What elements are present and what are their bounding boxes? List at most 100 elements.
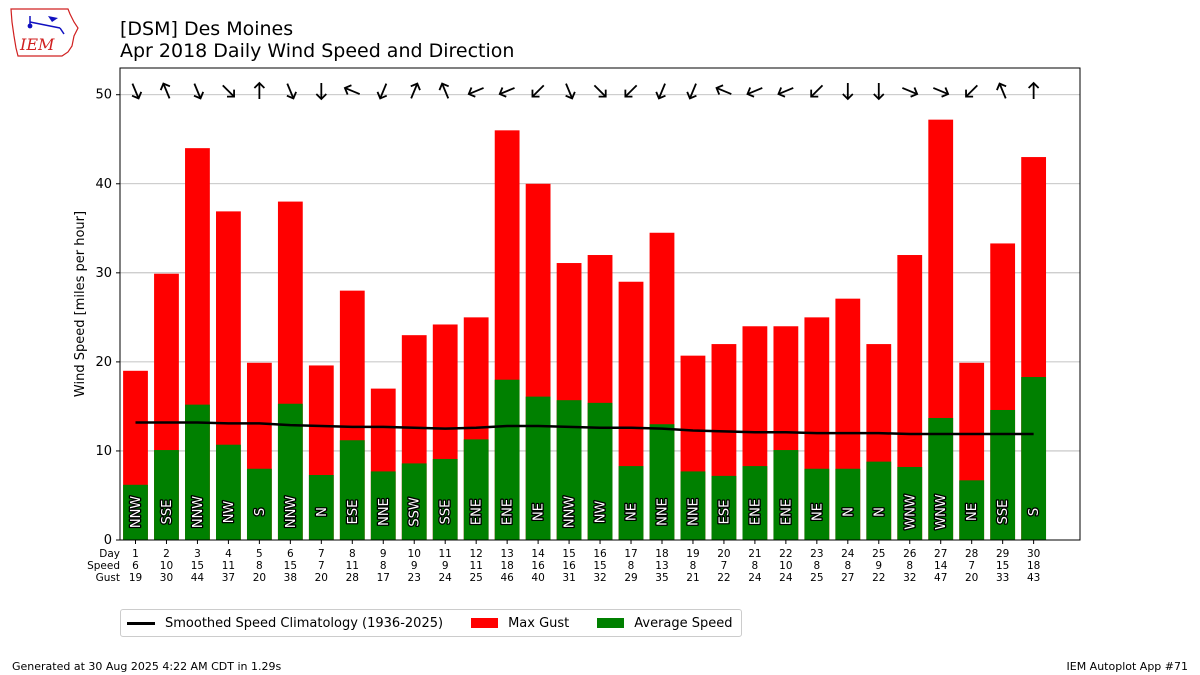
table-speed-value: 8 <box>752 560 759 572</box>
arrow-head <box>193 91 205 100</box>
table-speed-value: 8 <box>844 560 851 572</box>
direction-label: NE <box>810 503 825 521</box>
table-gust-value: 31 <box>562 572 575 584</box>
arrow-shaft <box>593 84 607 98</box>
table-gust-value: 32 <box>903 572 916 584</box>
table-gust-value: 35 <box>655 572 668 584</box>
direction-label: ENE <box>748 499 763 525</box>
table-gust-value: 20 <box>315 572 328 584</box>
wind-arrow-icon <box>810 84 824 98</box>
wind-arrow-icon <box>410 82 421 99</box>
direction-label: S <box>1027 508 1042 516</box>
table-speed-value: 8 <box>813 560 820 572</box>
wind-arrow-icon <box>159 82 171 99</box>
arrow-head <box>810 89 819 98</box>
wind-arrow-icon <box>315 83 327 101</box>
table-speed-value: 8 <box>690 560 697 572</box>
table-label-gust: Gust <box>96 572 120 584</box>
avg-speed-bar <box>525 396 551 540</box>
table-day-value: 4 <box>225 548 232 560</box>
arrow-head <box>842 93 854 101</box>
arrow-shaft <box>162 83 171 99</box>
wind-arrow-icon <box>965 84 978 98</box>
legend: Smoothed Speed Climatology (1936-2025) M… <box>120 609 742 637</box>
wind-arrow-icon <box>624 84 638 98</box>
direction-label: NNE <box>377 498 392 526</box>
wind-arrow-icon <box>286 83 297 100</box>
avg-speed-bar <box>804 468 830 540</box>
wind-arrow-icon <box>746 87 763 98</box>
avg-speed-bar <box>401 463 427 540</box>
table-day-value: 6 <box>287 548 294 560</box>
arrow-shaft <box>193 83 202 99</box>
table-gust-value: 46 <box>500 572 514 584</box>
avg-speed-bar <box>835 468 861 540</box>
arrow-shaft <box>689 83 697 99</box>
table-speed-value: 15 <box>284 560 297 572</box>
table-speed-value: 18 <box>500 560 513 572</box>
direction-label: SSE <box>439 500 454 525</box>
legend-item-climatology: Smoothed Speed Climatology (1936-2025) <box>127 616 443 631</box>
legend-item-gust: Max Gust <box>471 616 569 631</box>
table-gust-value: 21 <box>686 572 699 584</box>
direction-label: WNW <box>934 494 949 530</box>
arrow-shaft <box>468 87 484 95</box>
direction-label: NE <box>532 503 547 521</box>
app-footer: IEM Autoplot App #71 <box>1066 660 1189 673</box>
wind-arrow-icon <box>498 87 515 98</box>
table-speed-value: 9 <box>875 560 882 572</box>
avg-speed-bar <box>587 402 613 540</box>
arrow-shaft <box>286 83 295 99</box>
direction-label: ENE <box>501 499 516 525</box>
arrow-head <box>131 91 143 100</box>
direction-label: NNE <box>686 498 701 526</box>
direction-label: SSE <box>160 500 175 525</box>
avg-speed-bar <box>649 424 675 540</box>
table-day-value: 15 <box>562 548 575 560</box>
wind-arrow-icon <box>777 87 794 98</box>
table-speed-value: 10 <box>779 560 792 572</box>
direction-label: ENE <box>470 499 485 525</box>
arrow-head <box>598 89 607 98</box>
arrow-shaft <box>222 84 235 98</box>
arrow-shaft <box>810 84 824 98</box>
avg-speed-bar <box>711 475 737 540</box>
table-label-speed: Speed <box>87 560 120 572</box>
avg-speed-bar <box>1021 377 1047 540</box>
table-gust-value: 47 <box>934 572 947 584</box>
arrow-shaft <box>131 83 140 99</box>
logo-text: IEM <box>19 35 55 54</box>
arrow-shaft <box>379 83 388 99</box>
table-day-value: 19 <box>686 548 699 560</box>
y-axis: 0 10 20 30 40 50 <box>95 88 120 548</box>
table-day-value: 13 <box>500 548 513 560</box>
legend-label-avg: Average Speed <box>634 615 733 631</box>
climatology-line-path <box>135 421 1034 436</box>
wind-arrow-icon <box>193 83 205 100</box>
table-day-value: 14 <box>531 548 545 560</box>
wind-arrow-icon <box>932 87 950 98</box>
direction-label: NNE <box>655 498 670 526</box>
arrow-head <box>565 91 576 100</box>
wind-arrow-icon <box>1027 81 1040 99</box>
table-day-value: 23 <box>810 548 823 560</box>
avg-speed-bar <box>742 466 768 540</box>
avg-speed-bar <box>928 417 954 540</box>
avg-speed-bar <box>556 400 582 540</box>
wind-arrow-icon <box>376 83 388 100</box>
arrow-head <box>965 89 974 98</box>
table-day-value: 5 <box>256 548 263 560</box>
table-speed-value: 11 <box>346 560 359 572</box>
arrow-shaft <box>344 87 361 95</box>
table-gust-value: 44 <box>191 572 205 584</box>
table-speed-value: 18 <box>1027 560 1040 572</box>
avg-speed-bar <box>990 409 1016 540</box>
wind-arrow-icon <box>593 84 607 98</box>
avg-speed-bar <box>773 450 799 540</box>
table-day-value: 1 <box>132 548 139 560</box>
table-gust-value: 25 <box>469 572 482 584</box>
arrow-shaft <box>499 87 515 95</box>
wind-arrow-icon <box>996 82 1007 99</box>
arrow-head <box>910 87 919 98</box>
wind-arrow-icon <box>343 84 361 95</box>
